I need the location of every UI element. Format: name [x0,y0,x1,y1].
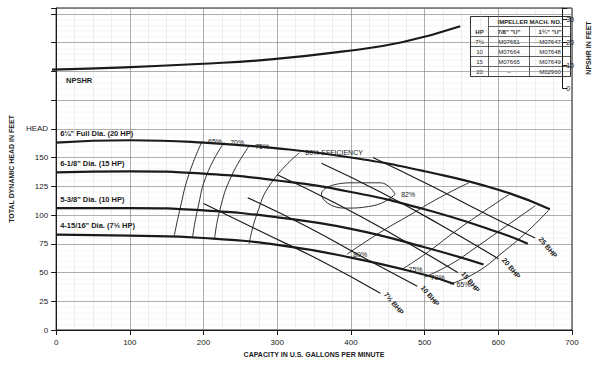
svg-text:75: 75 [39,239,48,248]
svg-text:10 BHP: 10 BHP [420,284,441,308]
svg-text:75%: 75% [255,143,269,150]
svg-text:M07665: M07665 [498,59,520,65]
svg-text:M07649: M07649 [539,59,561,65]
svg-text:NPSHR IN FEET: NPSHR IN FEET [585,21,592,75]
svg-text:7½: 7½ [475,39,483,45]
svg-text:IMPELLER MACH. NO.: IMPELLER MACH. NO. [498,19,562,25]
svg-text:125: 125 [35,182,49,191]
svg-text:6-1/8" Dia. (15 HP): 6-1/8" Dia. (15 HP) [60,159,125,168]
svg-text:20 BHP: 20 BHP [501,256,522,280]
svg-text:30: 30 [566,16,574,23]
svg-text:M07651: M07651 [498,39,520,45]
svg-text:65%: 65% [208,138,222,145]
svg-text:NPSHR: NPSHR [66,76,93,85]
svg-text:700: 700 [565,338,579,347]
svg-text:M02960: M02960 [539,68,561,75]
svg-text:6¼" Full Dia. (20 HP): 6¼" Full Dia. (20 HP) [60,129,134,138]
svg-text:150: 150 [35,153,49,162]
svg-text:25: 25 [39,297,48,306]
svg-text:100: 100 [35,211,49,220]
svg-text:20: 20 [476,68,483,75]
svg-text:100: 100 [123,338,137,347]
svg-text:CAPACITY IN U.S. GALLONS PER M: CAPACITY IN U.S. GALLONS PER MINUTE [244,351,385,358]
svg-text:M07664: M07664 [498,49,520,55]
svg-text:300: 300 [271,338,285,347]
svg-text:HP: HP [475,29,483,35]
svg-text:80% EFFICIENCY: 80% EFFICIENCY [305,149,363,156]
svg-text:200: 200 [197,338,211,347]
svg-text:50: 50 [39,268,48,277]
svg-text:0: 0 [44,326,49,335]
svg-text:0: 0 [566,85,570,92]
svg-text:600: 600 [492,338,506,347]
svg-text:10: 10 [476,49,483,55]
svg-text:1¼" "U": 1¼" "U" [539,29,562,35]
svg-text:4-15/16" Dia. (7½ HP): 4-15/16" Dia. (7½ HP) [60,221,135,230]
svg-text:25 BHP: 25 BHP [537,236,558,260]
svg-text:15: 15 [476,59,483,65]
svg-text:0: 0 [54,338,59,347]
svg-text:400: 400 [344,338,358,347]
svg-text:70%: 70% [230,139,244,146]
svg-text:7/8" "U": 7/8" "U" [498,29,521,35]
svg-text:65%: 65% [456,280,471,288]
svg-text:15 BHP: 15 BHP [460,270,481,294]
svg-text:75%: 75% [408,266,422,273]
svg-text:80%: 80% [353,251,367,258]
svg-text:7½ BHP: 7½ BHP [383,291,406,316]
svg-text:70%: 70% [431,274,445,281]
svg-text:20: 20 [566,39,574,46]
svg-text:5-3/8" Dia. (10 HP): 5-3/8" Dia. (10 HP) [60,195,125,204]
svg-text:M07647: M07647 [539,39,561,45]
svg-text:82%: 82% [401,191,415,198]
svg-text:TOTAL DYNAMIC HEAD IN FEET: TOTAL DYNAMIC HEAD IN FEET [8,114,15,222]
svg-text:10: 10 [566,62,574,69]
svg-text:HEAD: HEAD [26,124,48,133]
svg-text:500: 500 [418,338,432,347]
svg-text:M07648: M07648 [539,49,561,55]
